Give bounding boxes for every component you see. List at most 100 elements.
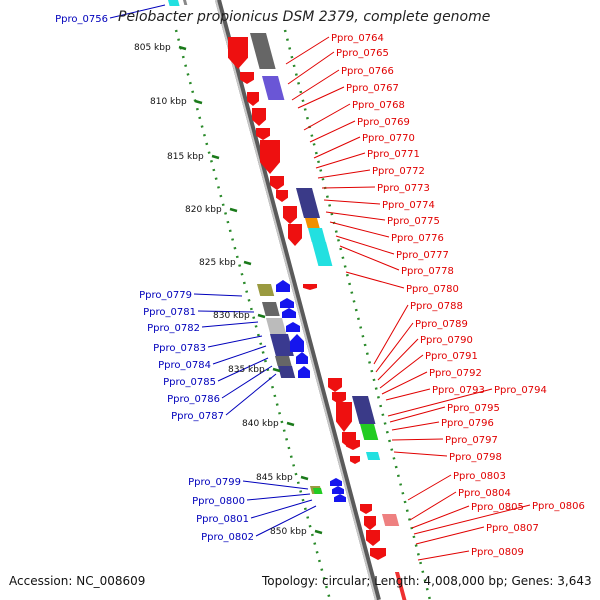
gene-label-reverse[interactable]: Ppro_0785: [163, 377, 216, 388]
gene-feature: [261, 302, 280, 316]
gene-label-forward[interactable]: Ppro_0806: [532, 501, 585, 512]
gene-connector: [207, 335, 263, 348]
gene-label-forward[interactable]: Ppro_0803: [453, 471, 506, 482]
gene-label-forward[interactable]: Ppro_0805: [471, 502, 524, 513]
gene-feature: [249, 33, 276, 69]
kbp-tick-mark: [229, 207, 238, 213]
gene-connector: [303, 103, 351, 131]
gene-label-forward[interactable]: Ppro_0772: [372, 166, 425, 177]
kbp-tick-label: 820 kbp: [185, 205, 222, 215]
gene-arrow-reverse: [290, 334, 304, 352]
gene-connector: [285, 36, 330, 65]
gene-label-reverse[interactable]: Ppro_0801: [196, 514, 249, 525]
gene-feature: [261, 76, 285, 100]
gene-label-forward[interactable]: Ppro_0766: [341, 66, 394, 77]
gene-connector: [201, 321, 259, 328]
gene-feature: [351, 396, 376, 424]
gene-label-forward[interactable]: Ppro_0764: [331, 33, 384, 44]
kbp-tick-label: 815 kbp: [167, 152, 204, 162]
gene-label-reverse[interactable]: Ppro_0787: [171, 411, 224, 422]
gene-label-forward[interactable]: Ppro_0773: [377, 183, 430, 194]
gene-connector: [315, 152, 366, 169]
kbp-tick-mark: [243, 260, 252, 266]
gene-connector: [385, 388, 431, 401]
gene-label-reverse[interactable]: Ppro_0782: [147, 323, 200, 334]
gene-label-forward[interactable]: Ppro_0776: [391, 233, 444, 244]
gene-arrow-forward: [364, 516, 376, 530]
genome-backbone-highlight: [215, 0, 377, 600]
gene-arrow-reverse: [334, 494, 346, 502]
gene-arrow-forward: [276, 190, 288, 202]
gene-connector: [325, 211, 386, 221]
gene-feature: [295, 188, 321, 218]
gene-arrow-forward: [252, 108, 266, 126]
gene-connector: [287, 51, 335, 85]
gene-label-forward[interactable]: Ppro_0768: [352, 100, 405, 111]
gene-connector: [242, 480, 309, 490]
gene-label-reverse[interactable]: Ppro_0799: [188, 477, 241, 488]
gene-connector: [339, 245, 400, 271]
gene-label-reverse[interactable]: Ppro_0802: [201, 532, 254, 543]
gene-feature: [307, 228, 326, 242]
gene-feature: [183, 0, 188, 5]
gene-label-forward[interactable]: Ppro_0793: [432, 385, 485, 396]
gene-label-forward[interactable]: Ppro_0778: [401, 266, 454, 277]
gene-label-reverse[interactable]: Ppro_0784: [158, 360, 211, 371]
gene-connector: [297, 86, 345, 109]
gene-connector: [379, 354, 424, 389]
gene-arrow-forward: [350, 456, 360, 464]
gene-label-forward[interactable]: Ppro_0771: [367, 149, 420, 160]
gene-connector: [373, 304, 409, 365]
gene-connector: [291, 69, 340, 101]
gene-label-forward[interactable]: Ppro_0796: [441, 418, 494, 429]
gene-label-forward[interactable]: Ppro_0767: [346, 83, 399, 94]
gene-label-forward[interactable]: Ppro_0797: [445, 435, 498, 446]
gene-label-forward[interactable]: Ppro_0809: [471, 547, 524, 558]
gene-arrow-forward: [370, 548, 386, 560]
gene-label-forward[interactable]: Ppro_0780: [406, 284, 459, 295]
gene-label-forward[interactable]: Ppro_0792: [429, 368, 482, 379]
gene-feature: [312, 488, 323, 494]
gene-label-forward[interactable]: Ppro_0770: [362, 133, 415, 144]
gene-label-reverse[interactable]: Ppro_0800: [192, 496, 245, 507]
gene-label-reverse[interactable]: Ppro_0786: [167, 394, 220, 405]
gene-label-reverse[interactable]: Ppro_0781: [143, 307, 196, 318]
gene-label-reverse[interactable]: Ppro_0783: [153, 343, 206, 354]
kbp-tick-mark: [178, 45, 187, 51]
gene-label-reverse[interactable]: Ppro_0779: [139, 290, 192, 301]
kbp-tick-label: 805 kbp: [134, 43, 171, 53]
gene-label-forward[interactable]: Ppro_0807: [486, 523, 539, 534]
gene-label-forward[interactable]: Ppro_0777: [396, 250, 449, 261]
gene-label-forward[interactable]: Ppro_0795: [447, 403, 500, 414]
gene-arrow-forward: [228, 37, 248, 69]
kbp-tick-mark: [300, 475, 309, 481]
gene-arrow-reverse: [280, 298, 294, 308]
gene-label-forward[interactable]: Ppro_0769: [357, 117, 410, 128]
gene-label-forward[interactable]: Ppro_0791: [425, 351, 478, 362]
gene-arrow-reverse: [332, 486, 344, 494]
gene-label-forward[interactable]: Ppro_0774: [382, 200, 435, 211]
gene-connector: [375, 322, 414, 373]
gene-label-forward[interactable]: Ppro_0788: [410, 301, 463, 312]
gene-connector: [389, 406, 446, 423]
gene-connector: [313, 136, 361, 159]
gene-label-forward[interactable]: Ppro_0804: [458, 488, 511, 499]
gene-label-reverse[interactable]: Ppro_0756: [55, 14, 108, 25]
kbp-tick-mark: [286, 421, 295, 427]
gene-label-forward[interactable]: Ppro_0765: [336, 48, 389, 59]
gene-label-forward[interactable]: Ppro_0775: [387, 216, 440, 227]
gene-connector: [246, 493, 311, 501]
gene-connector: [329, 221, 390, 238]
kbp-tick-label: 825 kbp: [199, 258, 236, 268]
gene-connector: [255, 505, 317, 537]
gene-connector: [387, 388, 493, 417]
gene-label-forward[interactable]: Ppro_0790: [420, 335, 473, 346]
gene-feature: [365, 452, 381, 460]
gene-label-forward[interactable]: Ppro_0789: [415, 319, 468, 330]
kbp-tick-label: 835 kbp: [228, 365, 265, 375]
accession-text: Accession: NC_008609: [9, 574, 146, 588]
gene-label-forward[interactable]: Ppro_0794: [494, 385, 547, 396]
gene-label-forward[interactable]: Ppro_0798: [449, 452, 502, 463]
gene-arrow-forward: [328, 378, 342, 392]
